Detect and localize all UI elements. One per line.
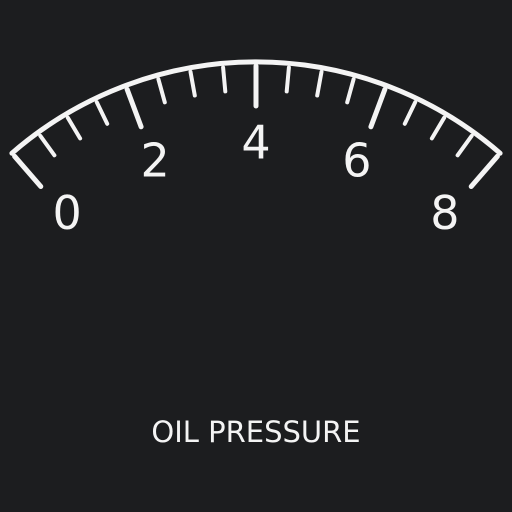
minor-tick xyxy=(94,100,110,126)
minor-tick xyxy=(429,115,447,141)
major-tick xyxy=(468,153,500,189)
minor-tick xyxy=(65,115,83,141)
minor-tick xyxy=(315,69,324,98)
minor-tick xyxy=(284,65,291,94)
dial-number-2: 2 xyxy=(140,134,169,188)
major-tick xyxy=(12,153,44,189)
minor-tick xyxy=(156,77,167,105)
minor-tick xyxy=(402,100,418,126)
major-tick xyxy=(124,86,144,130)
minor-tick xyxy=(345,77,356,105)
dial-number-4: 4 xyxy=(241,116,270,170)
gauge-ticks xyxy=(12,63,500,189)
minor-tick xyxy=(455,133,474,158)
dial-number-6: 6 xyxy=(342,134,371,188)
major-tick xyxy=(368,86,388,130)
minor-tick xyxy=(221,65,228,94)
gauge-arc xyxy=(9,59,503,156)
gauge-numbers: 0 2 4 6 8 xyxy=(52,116,459,241)
minor-tick xyxy=(38,133,57,158)
dial-number-8: 8 xyxy=(430,186,459,240)
minor-tick xyxy=(188,69,197,98)
dial-number-0: 0 xyxy=(52,186,81,240)
gauge-title: OIL PRESSURE xyxy=(151,415,361,449)
